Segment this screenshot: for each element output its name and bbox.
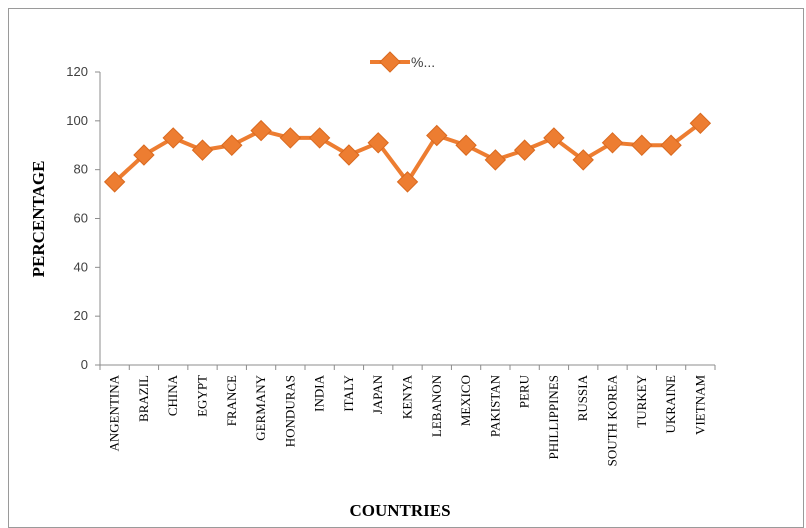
data-point-marker <box>221 134 243 156</box>
data-point-marker <box>455 134 477 156</box>
x-axis-title: COUNTRIES <box>349 501 450 520</box>
x-tick-label: ANGENTINA <box>107 374 122 451</box>
y-axis: 0 20 40 60 80 100 120 <box>66 64 101 372</box>
data-point-marker <box>572 149 594 171</box>
data-point-marker <box>543 127 565 149</box>
data-point-marker <box>279 127 302 149</box>
data-point-marker <box>367 132 389 154</box>
data-point-marker <box>513 139 536 161</box>
series-layer <box>103 112 712 193</box>
data-point-marker <box>103 171 126 193</box>
data-point-marker <box>660 134 682 156</box>
x-tick-label: LEBANON <box>429 374 444 437</box>
legend-label: %... <box>411 54 435 70</box>
chart-frame <box>8 8 804 528</box>
data-point-marker <box>191 139 214 161</box>
data-point-marker <box>601 132 624 154</box>
x-tick-label: PHILLIPPINES <box>546 375 561 460</box>
data-point-marker <box>631 134 653 156</box>
x-tick-label: TURKEY <box>634 374 649 427</box>
x-tick-label: KENYA <box>400 374 415 419</box>
x-tick-label: HONDURAS <box>282 375 297 447</box>
x-tick-label: GERMANY <box>253 374 268 440</box>
y-tick-label: 100 <box>66 113 88 128</box>
x-tick-label: PERU <box>517 374 532 408</box>
x-tick-label: EGYPT <box>195 375 210 417</box>
y-tick-label: 80 <box>74 162 88 177</box>
y-tick-label: 120 <box>66 64 88 79</box>
y-tick-label: 60 <box>74 211 88 226</box>
x-tick-label: SOUTH KOREA <box>605 374 620 466</box>
data-point-marker <box>484 149 507 171</box>
x-tick-label: MEXICO <box>458 375 473 426</box>
y-tick-label: 0 <box>81 357 88 372</box>
y-axis-title: PERCENTAGE <box>29 161 48 278</box>
data-point-marker <box>308 127 331 149</box>
legend: %... <box>370 51 435 73</box>
data-point-marker <box>162 127 184 149</box>
x-tick-label: FRANCE <box>224 375 239 426</box>
x-tick-label: PAKISTAN <box>487 374 502 437</box>
data-point-marker <box>689 112 712 134</box>
x-tick-label: JAPAN <box>370 374 385 414</box>
x-tick-label: ITALY <box>341 374 356 411</box>
y-tick-label: 20 <box>74 308 88 323</box>
legend-marker <box>379 51 401 73</box>
data-point-marker <box>338 144 360 166</box>
x-tick-label: RUSSIA <box>575 374 590 421</box>
data-point-marker <box>396 171 419 193</box>
x-tick-label: INDIA <box>312 374 327 411</box>
x-tick-label: UKRAINE <box>663 375 678 434</box>
x-axis: ANGENTINA BRAZIL CHINA EGYPT FRANCE GERMANY HO… <box>99 364 716 466</box>
data-point-marker <box>250 119 272 142</box>
y-tick-label: 40 <box>74 259 88 274</box>
x-tick-label: CHINA <box>165 374 180 416</box>
data-point-marker <box>426 124 448 147</box>
x-tick-label: BRAZIL <box>136 375 151 422</box>
data-point-marker <box>133 144 155 166</box>
x-tick-label: VIETNAM <box>692 375 707 435</box>
